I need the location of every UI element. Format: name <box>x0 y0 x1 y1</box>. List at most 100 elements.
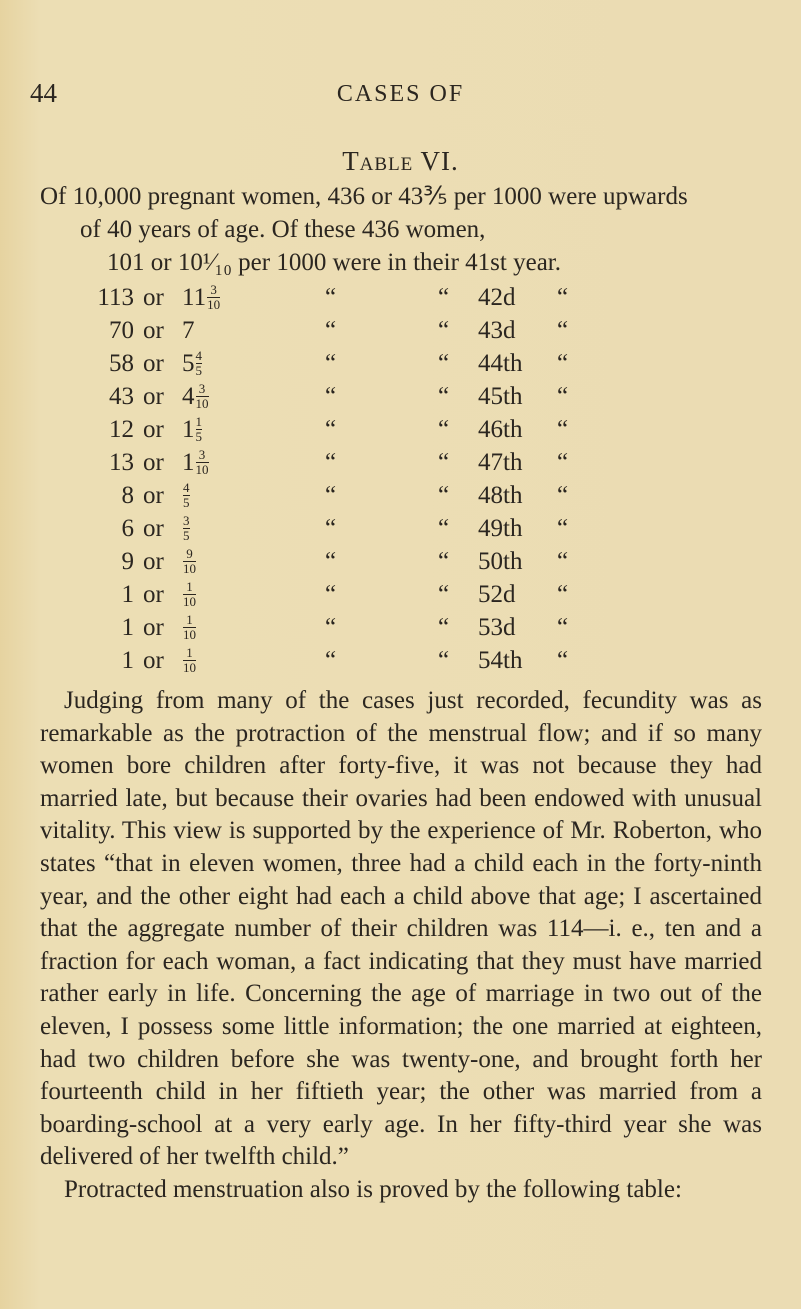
or-cell: or <box>143 449 164 476</box>
count-cell: 1 <box>121 647 135 674</box>
table-row: 70 or 7 “ “ 43d “ <box>0 314 801 347</box>
whole-part: 11 <box>182 284 207 311</box>
fraction: 3 10 <box>195 381 209 410</box>
fraction: 1 10 <box>183 613 196 641</box>
ditto-mark: “ <box>325 581 337 608</box>
count-cell: 1 <box>121 581 135 608</box>
numerator: 3 <box>183 513 190 528</box>
year-cell: 45th <box>478 383 523 410</box>
ditto-mark: “ <box>325 647 337 674</box>
or-cell: or <box>143 515 164 542</box>
ditto-mark: “ <box>438 350 450 377</box>
per-thousand-cell: 1 3 10 <box>182 448 209 477</box>
or-cell: or <box>143 548 164 575</box>
count-cell: 8 <box>121 482 135 509</box>
or-cell: or <box>143 383 164 410</box>
year-cell: 49th <box>478 515 523 542</box>
denominator: 10 <box>183 627 196 642</box>
per-thousand-cell: 9 10 <box>182 547 196 576</box>
table-row: 9 or 9 10 “ “ 50th “ <box>0 545 801 578</box>
ditto-mark: “ <box>325 383 337 410</box>
ditto-mark: “ <box>557 581 569 608</box>
numerator: 3 <box>198 381 206 396</box>
or-cell: or <box>143 647 164 674</box>
per-thousand-cell: 4 3 10 <box>182 382 209 411</box>
table-row: 1 or 1 10 ““52d “ <box>0 578 801 611</box>
ditto-mark: “ <box>438 581 450 608</box>
fraction: 3 10 <box>207 283 221 312</box>
ditto-mark: “ <box>438 284 450 311</box>
ditto-mark: “ <box>438 482 450 509</box>
table-row: 1 or 1 10 ““53d “ <box>0 611 801 644</box>
per-thousand-cell: 1 10 <box>182 580 196 609</box>
count-cell: 1 <box>121 614 135 641</box>
fraction: 1 10 <box>183 580 196 608</box>
ditto-mark: “ <box>325 416 337 443</box>
or-cell: or <box>143 482 164 509</box>
denominator: 10 <box>207 297 221 312</box>
table-row: 58 or 5 4 5 “ “ 44th “ <box>0 347 801 380</box>
table-row: 6 or 3 5 “ “ 49th “ <box>0 512 801 545</box>
ditto-mark: “ <box>557 482 569 509</box>
ditto-mark: “ <box>557 548 569 575</box>
year-cell: 48th <box>478 482 523 509</box>
ditto-mark: “ <box>557 647 569 674</box>
whole-part: 5 <box>182 350 195 377</box>
ditto-mark: “ <box>557 317 569 344</box>
denominator: 5 <box>183 495 190 510</box>
table-row: 113 or 11 3 10 ““42d “ <box>0 281 801 314</box>
count-cell: 58 <box>109 350 134 377</box>
intro-line-2: of 40 years of age. Of these 436 women, <box>80 216 486 243</box>
year-cell: 44th <box>478 350 523 377</box>
ditto-mark: “ <box>438 647 450 674</box>
body-text: Judging from many of the cases just reco… <box>40 0 762 1227</box>
ditto-mark: “ <box>557 416 569 443</box>
or-cell: or <box>143 350 164 377</box>
numerator: 9 <box>186 546 193 561</box>
fraction: 1 10 <box>183 646 196 674</box>
ditto-mark: “ <box>557 383 569 410</box>
table-row: 43 or 4 3 10 “ “ 45th “ <box>0 380 801 413</box>
year-cell: 47th <box>478 449 523 476</box>
ditto-mark: “ <box>438 383 450 410</box>
whole-part: 1 <box>182 449 195 476</box>
page-number: 44 <box>30 78 57 108</box>
or-cell: or <box>143 614 164 641</box>
per-thousand-cell: 1 10 <box>182 646 196 675</box>
year-cell: 52d <box>478 581 516 608</box>
ditto-mark: “ <box>325 317 337 344</box>
ditto-mark: “ <box>438 317 450 344</box>
table-title: Table VI. <box>342 146 459 176</box>
whole-part: 4 <box>182 383 195 410</box>
denominator: 5 <box>195 429 202 444</box>
fraction: 9 10 <box>183 547 196 575</box>
ditto-mark: “ <box>557 515 569 542</box>
ditto-mark: “ <box>438 449 450 476</box>
year-cell: 53d <box>478 614 516 641</box>
paragraph: Protracted menstruation also is proved b… <box>64 1175 682 1203</box>
ditto-mark: “ <box>438 614 450 641</box>
ditto-mark: “ <box>325 548 337 575</box>
denominator: 5 <box>195 363 202 378</box>
ditto-mark: “ <box>557 350 569 377</box>
numerator: 1 <box>186 645 193 660</box>
or-cell: or <box>143 317 164 344</box>
numerator: 3 <box>198 447 206 462</box>
intro-line-3: 101 or 10¹⁄₁₀ per 1000 were in their 41s… <box>107 249 561 276</box>
or-cell: or <box>143 284 164 311</box>
year-cell: 50th <box>478 548 523 575</box>
numerator: 1 <box>186 612 193 627</box>
table-row: 8 or 4 5 “ “ 48th “ <box>0 479 801 512</box>
denominator: 10 <box>183 660 196 675</box>
ditto-mark: “ <box>438 548 450 575</box>
per-thousand-cell: 1 10 <box>182 613 196 642</box>
table-row: 13 or 1 3 10 ““47th “ <box>0 446 801 479</box>
count-cell: 70 <box>109 317 134 344</box>
denominator: 10 <box>195 462 209 477</box>
ditto-mark: “ <box>557 449 569 476</box>
year-cell: 43d <box>478 317 516 344</box>
ditto-mark: “ <box>325 515 337 542</box>
